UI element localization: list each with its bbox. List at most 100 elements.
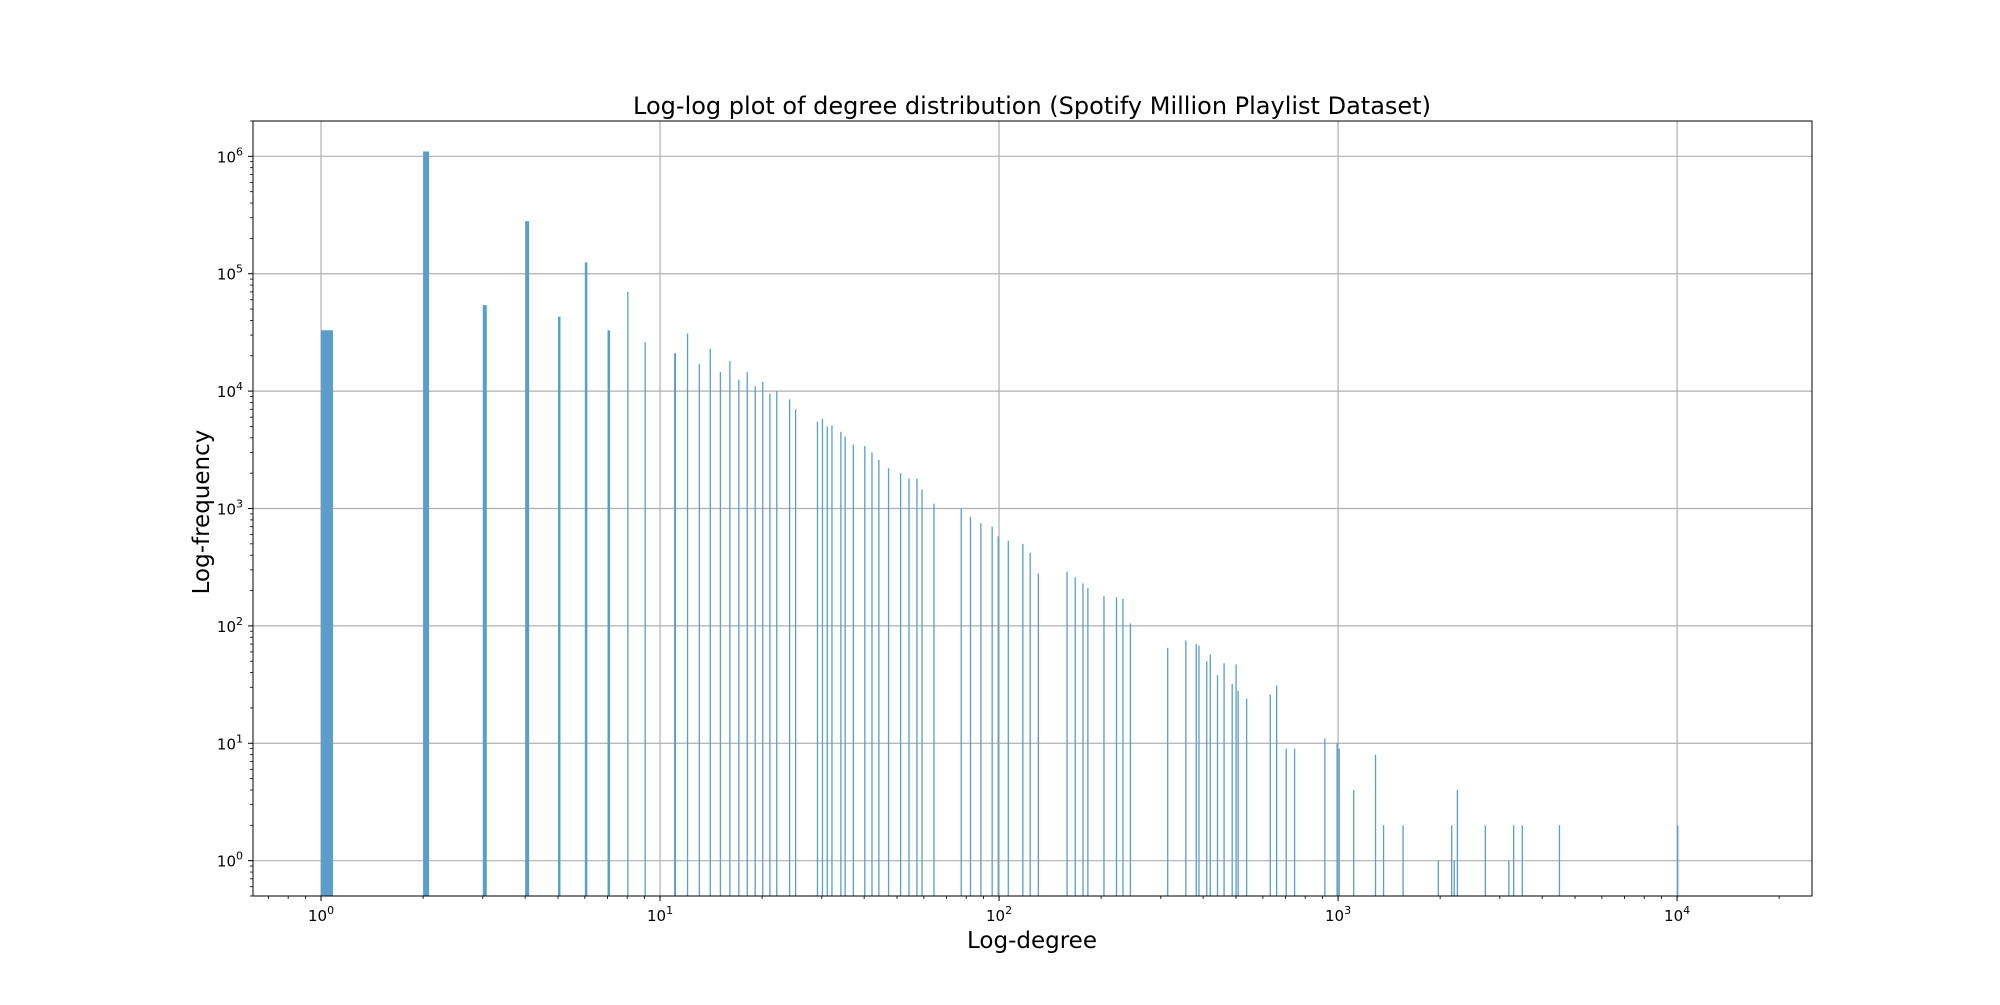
bar [826,426,828,896]
y-tick-label: 105 [217,263,243,284]
bar [1074,577,1076,896]
bar [916,478,918,896]
bar [878,459,880,896]
bar [1235,664,1237,896]
bar [1456,789,1459,896]
bar [1115,597,1118,896]
bar [762,381,764,896]
bar [644,342,646,896]
bar [1508,860,1510,896]
bar [627,291,629,897]
bar [607,330,611,896]
bar [864,446,866,896]
bar [709,348,711,896]
bar [482,305,487,897]
bar [1198,645,1200,896]
bar [1007,540,1009,896]
y-tick-label: 106 [217,145,243,166]
bar [991,526,993,896]
x-tick-label: 104 [1664,904,1690,925]
bar [1558,825,1561,896]
bar [1195,644,1197,896]
bar [1037,573,1039,896]
bar [899,473,902,896]
bar [1336,743,1338,896]
bar [1216,675,1219,896]
y-axis-label: Log-frequency [189,430,215,595]
bar [1206,661,1208,896]
bar [769,393,771,896]
bar [719,372,722,896]
x-tick-label: 101 [647,904,673,925]
ticks: 100 101 102 103 104 100 101 102 103 104 105 106 [217,120,1780,925]
bar [1374,754,1377,896]
bar [908,478,910,896]
bar [1285,748,1287,896]
bar [1087,588,1089,896]
bar [746,372,748,896]
y-tick-label: 100 [217,850,243,871]
bar [1209,654,1211,896]
bar [1185,640,1187,896]
bar [844,436,846,896]
bar [557,316,561,896]
x-tick-label: 100 [308,904,334,925]
bar [1338,748,1340,896]
x-tick-label: 103 [1325,904,1351,925]
bar [1231,683,1233,896]
chart-title: Log-log plot of degree distribution (Spo… [633,92,1431,120]
bar [1484,825,1486,896]
bar [729,361,731,896]
bar [1382,825,1385,896]
y-tick-label: 102 [217,615,243,636]
bar [997,536,999,896]
bar [980,523,982,896]
x-tick-label: 102 [986,904,1012,925]
bar [674,353,677,896]
bar [871,452,873,896]
y-tick-label: 103 [217,498,243,519]
bar [887,468,890,896]
bar [686,333,689,896]
bar [738,379,740,897]
bar [840,431,842,896]
y-tick-label: 101 [217,732,243,753]
bar [821,418,824,896]
bar [1237,690,1239,896]
bar [1122,598,1124,896]
bar [1437,860,1439,896]
bar [1167,647,1169,896]
bar [816,421,819,896]
bar [788,399,791,896]
bar [698,364,700,896]
bar [1353,789,1355,896]
bar [1223,663,1225,896]
bar [852,444,854,896]
bar [321,330,334,896]
bar [1451,825,1453,896]
bar [525,221,530,896]
bar [1022,543,1024,896]
bar [1082,583,1084,896]
bar [1324,738,1326,896]
bar [933,503,935,896]
grid [253,121,1812,896]
y-tick-label: 104 [217,380,243,401]
bar [776,391,778,896]
x-axis-label: Log-degree [967,928,1097,954]
bar [1029,552,1031,896]
bar [960,508,962,896]
bar [754,386,756,896]
bar [1129,623,1132,896]
bars [321,151,1679,897]
bar [1245,698,1248,896]
bar [584,262,588,896]
bar [1276,685,1278,896]
bar [1521,825,1523,896]
bar [1103,595,1105,896]
bar [831,425,833,896]
bar [1269,694,1271,896]
